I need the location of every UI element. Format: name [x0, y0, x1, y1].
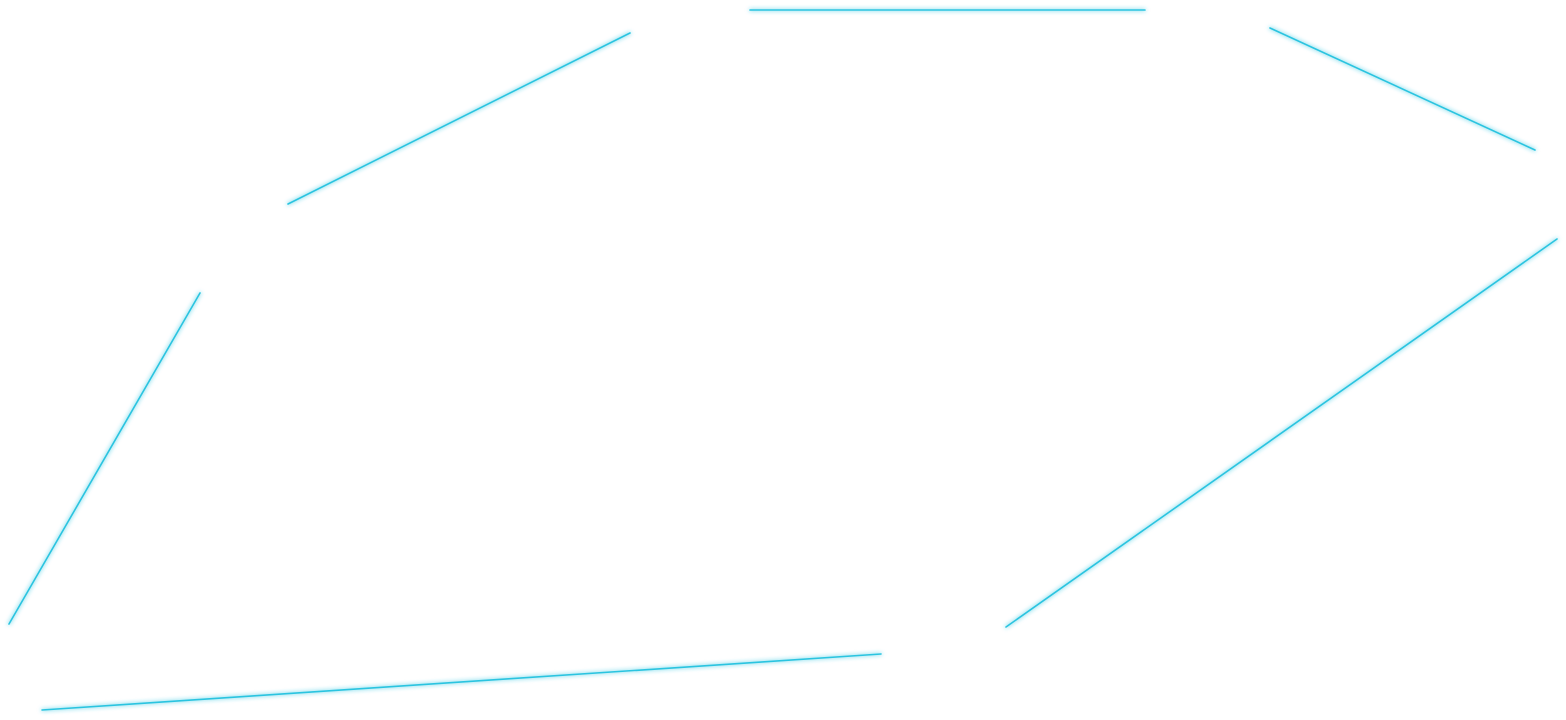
line-segment-left	[8, 292, 201, 625]
line-segment-upper-right	[1269, 27, 1536, 151]
line-segment-bottom	[41, 653, 882, 711]
line-segment-upper-left	[287, 32, 631, 205]
line-segment-right	[1005, 238, 1558, 628]
